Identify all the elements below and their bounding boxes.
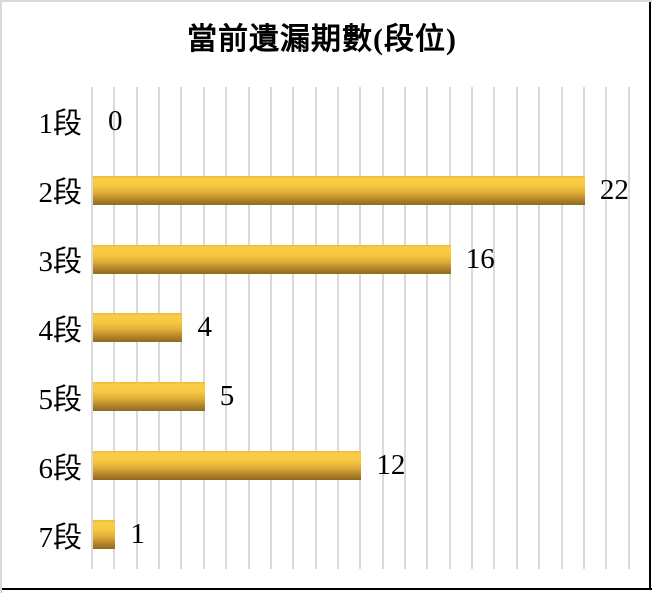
gridline [605, 87, 608, 569]
value-label: 16 [465, 242, 495, 275]
chart-row: 2段 22 [2, 156, 652, 225]
category-label: 6段 [38, 452, 82, 485]
category-label: 4段 [38, 314, 82, 347]
gridline [336, 87, 339, 569]
gridline [471, 87, 474, 569]
gridline [269, 87, 272, 569]
gridline [91, 87, 93, 569]
value-label: 1 [130, 518, 145, 551]
frame-right-border [649, 2, 651, 590]
gridline [560, 87, 563, 569]
bar [93, 175, 585, 205]
chart-row: 5段 5 [2, 362, 652, 431]
value-label: 22 [599, 173, 629, 206]
value-label: 4 [197, 311, 212, 344]
chart-row: 7段 1 [2, 500, 652, 569]
bar [93, 313, 183, 343]
chart-title: 當前遺漏期數(段位) [187, 23, 457, 56]
category-label: 7段 [38, 521, 82, 554]
gridline [314, 87, 317, 569]
gridline [538, 87, 541, 569]
bar [93, 520, 116, 550]
chart-row: 3段 16 [2, 225, 652, 294]
gridline [381, 87, 384, 569]
chart-row: 1段 0 [2, 87, 652, 156]
category-label: 5段 [38, 383, 82, 416]
gridline [202, 87, 205, 569]
category-label: 1段 [38, 108, 82, 141]
gridline [582, 87, 585, 569]
gridline [292, 87, 295, 569]
gridline [404, 87, 407, 569]
chart-row: 4段 4 [2, 294, 652, 363]
frame-bottom-border [2, 588, 652, 590]
bar [93, 451, 362, 481]
gridline [515, 87, 518, 569]
bar [93, 382, 205, 412]
chart-row: 6段 12 [2, 431, 652, 500]
category-label: 3段 [38, 246, 82, 279]
value-label: 0 [108, 104, 123, 137]
category-label: 2段 [38, 177, 82, 210]
value-label: 5 [219, 380, 235, 413]
gridline [448, 87, 451, 569]
gridline [247, 87, 250, 569]
gridline [627, 87, 630, 569]
gridline [225, 87, 228, 569]
bar [93, 244, 451, 274]
gridline [493, 87, 496, 569]
gridline [359, 87, 362, 569]
value-label: 12 [376, 449, 406, 482]
gridline [426, 87, 429, 569]
